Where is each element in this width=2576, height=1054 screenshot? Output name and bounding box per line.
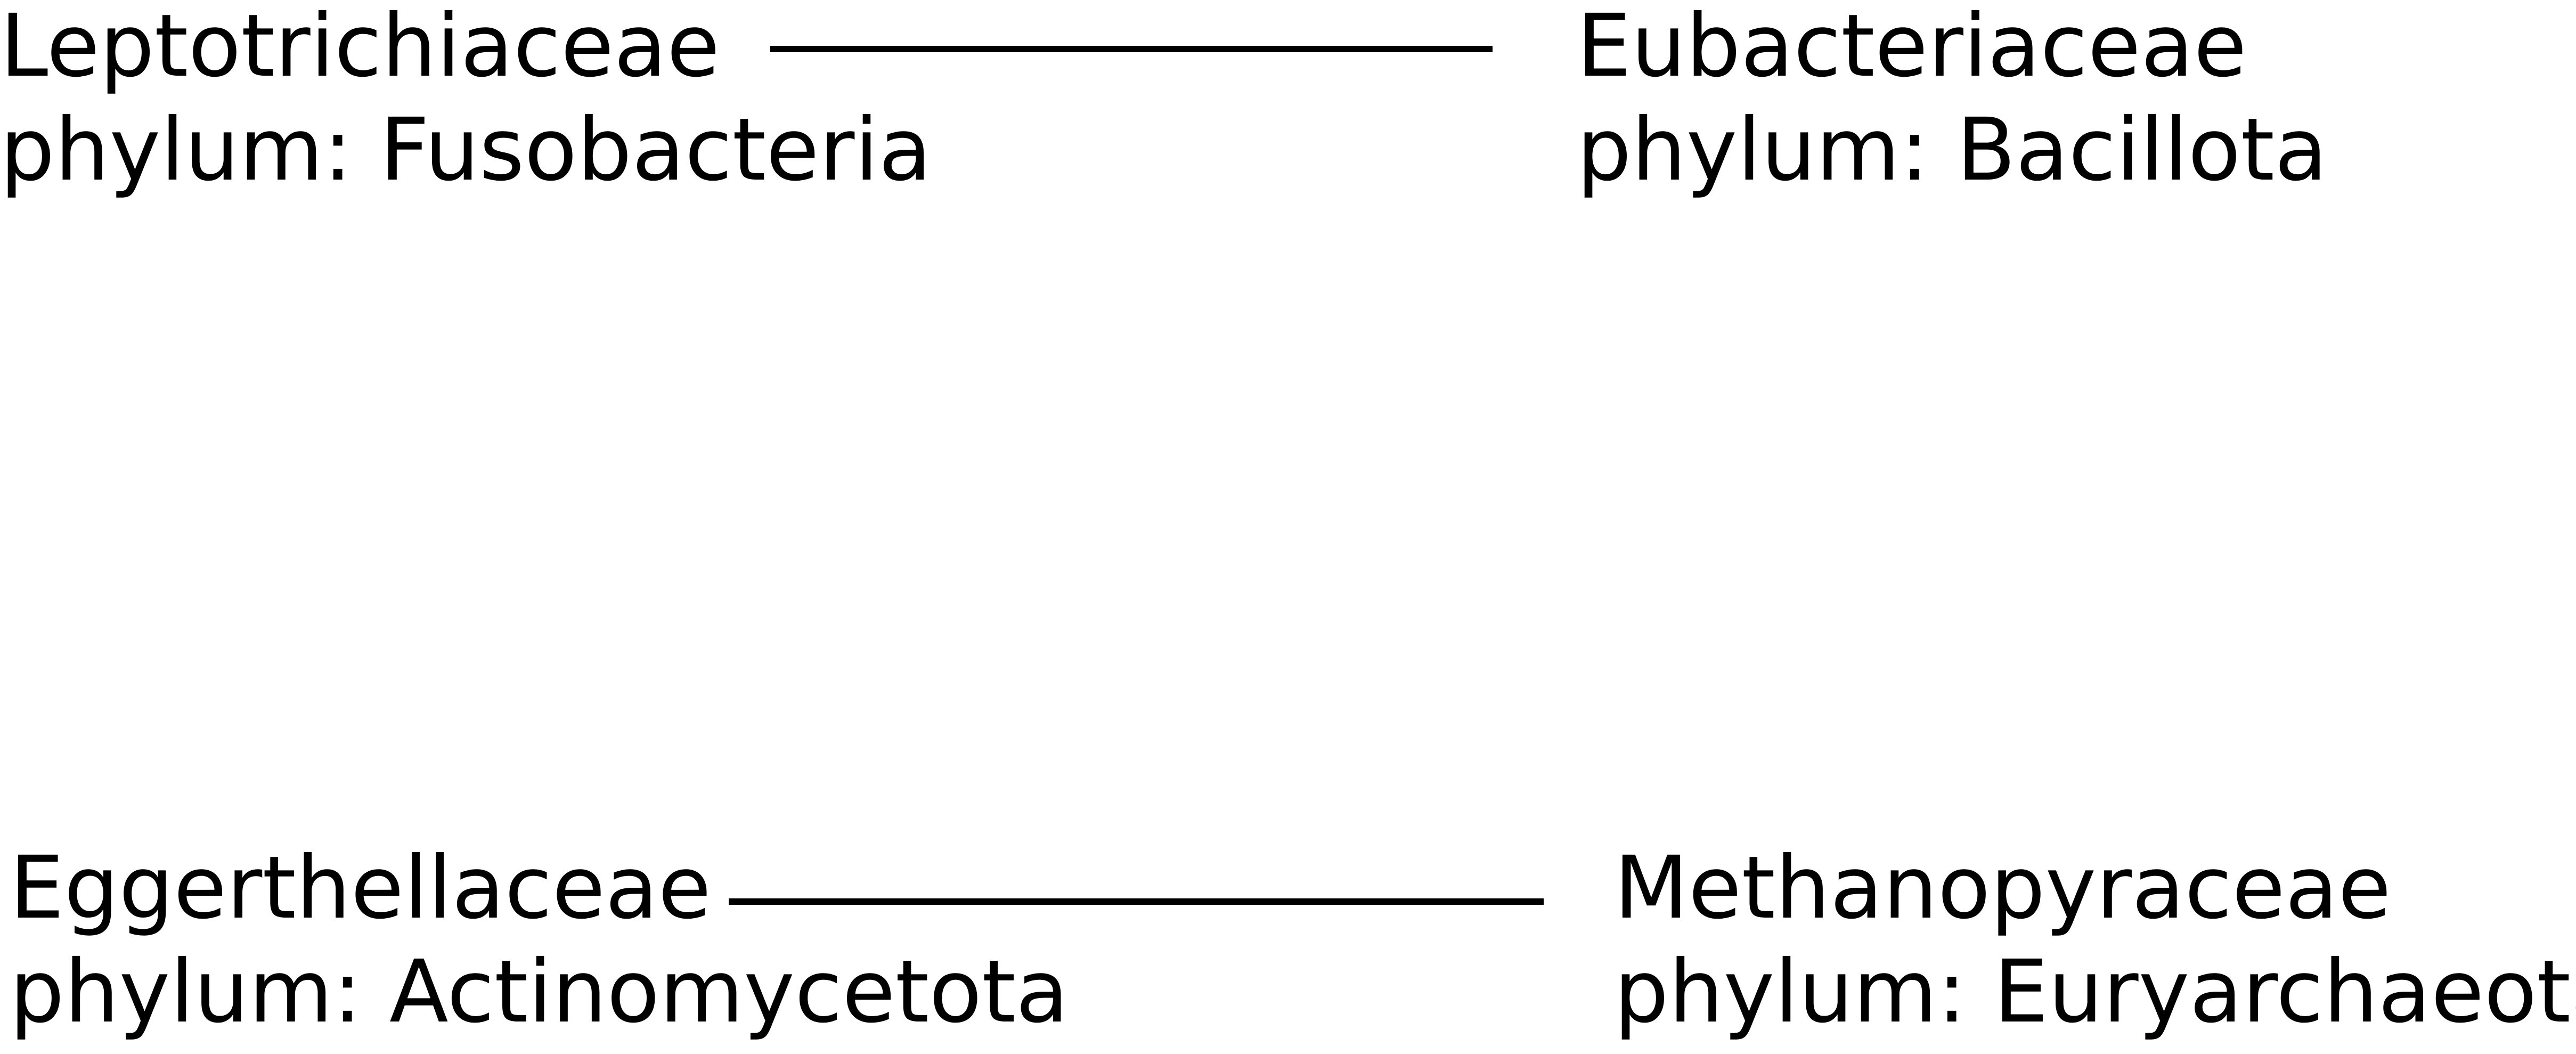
node-name: Eggerthellaceae — [10, 838, 712, 938]
node-eubacteriaceae: Eubacteriaceae phylum: Bacillota — [1577, 0, 2327, 202]
node-phylum: phylum: Bacillota — [1577, 100, 2328, 200]
node-eggerthellaceae: Eggerthellaceae phylum: Actinomycetota — [10, 837, 1069, 1044]
node-phylum: phylum: Fusobacteria — [0, 100, 932, 200]
edge-leptotrichiaceae-eubacteriaceae — [770, 46, 1493, 52]
node-methanopyraceae: Methanopyraceae phylum: Euryarchaeota — [1614, 837, 2576, 1044]
node-name: Leptotrichiaceae — [0, 0, 720, 96]
node-phylum: phylum: Actinomycetota — [10, 942, 1069, 1042]
node-leptotrichiaceae: Leptotrichiaceae phylum: Fusobacteria — [0, 0, 932, 202]
node-name: Eubacteriaceae — [1577, 0, 2247, 96]
edge-eggerthellaceae-methanopyraceae — [729, 898, 1544, 905]
node-name: Methanopyraceae — [1614, 838, 2391, 938]
node-phylum: phylum: Euryarchaeota — [1614, 942, 2576, 1042]
